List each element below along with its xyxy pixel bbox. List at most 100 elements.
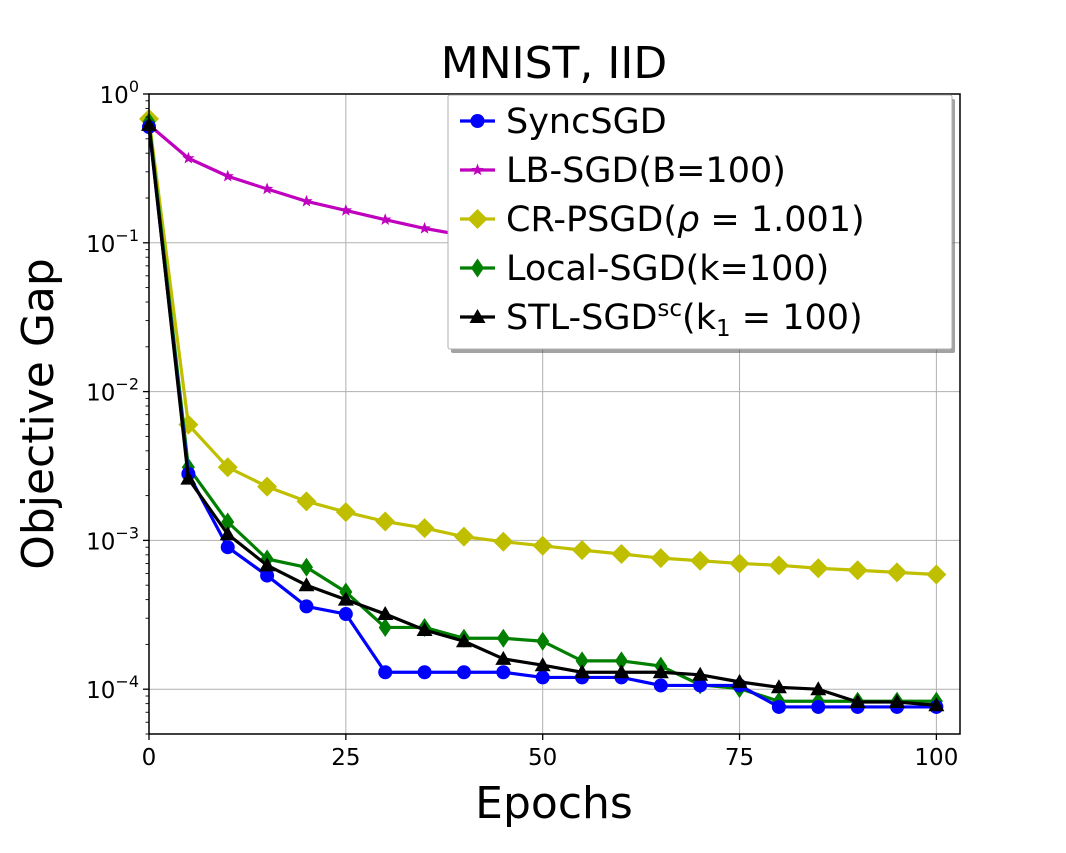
data-point xyxy=(219,526,236,541)
y-tick-label: 10−3 xyxy=(86,523,139,555)
data-point xyxy=(296,491,317,512)
legend-entry: Local-SGD(k=100) xyxy=(460,249,829,289)
data-point xyxy=(260,182,274,195)
data-point xyxy=(335,502,356,523)
data-point xyxy=(811,699,826,714)
data-point xyxy=(453,526,474,547)
data-point xyxy=(768,555,789,576)
data-point xyxy=(535,670,550,685)
data-point xyxy=(534,657,551,672)
data-point xyxy=(418,221,431,234)
data-point xyxy=(611,544,632,565)
legend-entry: CR-PSGD(ρ = 1.001) xyxy=(460,200,865,240)
data-point xyxy=(692,666,709,681)
data-point xyxy=(652,664,669,679)
data-point xyxy=(926,564,947,585)
data-point xyxy=(299,599,314,614)
data-point xyxy=(416,621,433,636)
data-point xyxy=(849,694,866,709)
y-axis: 100 10−1 10−2 10−3 10−4 xyxy=(86,77,149,735)
data-point xyxy=(379,213,392,225)
legend-entry: SyncSGD xyxy=(460,102,667,142)
chart-title: MNIST, IID xyxy=(441,38,667,89)
legend-box xyxy=(447,94,953,350)
data-point xyxy=(770,679,787,694)
data-point xyxy=(260,568,275,583)
data-point xyxy=(377,606,394,621)
legend-label: LB-SGD(B=100) xyxy=(506,151,786,191)
data-point xyxy=(300,194,313,207)
data-point xyxy=(257,476,278,497)
data-point xyxy=(887,562,908,583)
data-point xyxy=(339,203,353,216)
data-point xyxy=(259,557,276,572)
series-layer xyxy=(139,108,947,714)
legend-label: Local-SGD(k=100) xyxy=(506,249,829,289)
data-point xyxy=(575,651,589,671)
data-point xyxy=(693,678,708,693)
x-tick-label: 50 xyxy=(528,745,557,771)
x-tick-label: 100 xyxy=(914,745,958,771)
data-point xyxy=(182,151,195,164)
data-point xyxy=(496,628,510,648)
data-point xyxy=(180,470,197,485)
data-point xyxy=(614,651,628,671)
data-point xyxy=(496,665,511,680)
legend-marker xyxy=(470,114,485,128)
data-point xyxy=(417,665,432,680)
data-point xyxy=(928,697,945,712)
series-cr-psgd-1-001 xyxy=(139,108,947,585)
data-point xyxy=(378,617,392,637)
data-point xyxy=(378,665,393,680)
x-tick-label: 75 xyxy=(725,745,754,771)
data-point xyxy=(731,673,748,688)
data-point xyxy=(337,591,354,606)
legend-label: CR-PSGD(ρ = 1.001) xyxy=(506,200,865,240)
data-point xyxy=(771,699,786,714)
x-tick-label: 0 xyxy=(142,745,157,771)
legend-entry: LB-SGD(B=100) xyxy=(460,151,786,191)
y-tick-label: 10−4 xyxy=(86,672,139,704)
data-point xyxy=(455,633,472,648)
legend: SyncSGD LB-SGD(B=100) CR-PSGD(ρ = 1.001) Lo… xyxy=(447,94,955,353)
y-tick-label: 100 xyxy=(100,77,139,109)
x-axis: 0 25 50 75 100 xyxy=(142,734,958,771)
data-point xyxy=(808,558,829,579)
data-point xyxy=(493,531,514,552)
data-point xyxy=(299,557,313,577)
y-tick-label: 10−2 xyxy=(86,375,139,407)
data-point xyxy=(375,511,396,532)
data-point xyxy=(221,169,234,182)
data-point xyxy=(650,548,671,569)
data-point xyxy=(217,457,238,478)
data-point xyxy=(495,650,512,665)
plot-frame xyxy=(148,93,961,735)
legend-marker xyxy=(471,163,484,176)
data-point xyxy=(847,560,868,581)
x-tick-label: 25 xyxy=(331,745,360,771)
series-stl-sgd-sc-k1-100 xyxy=(141,116,945,712)
data-point xyxy=(613,664,630,679)
data-point xyxy=(653,678,668,693)
data-point xyxy=(729,553,750,574)
y-axis-label: Objective Gap xyxy=(13,258,64,570)
data-point xyxy=(574,664,591,679)
legend-label: SyncSGD xyxy=(506,102,667,142)
data-point xyxy=(221,512,235,532)
data-point xyxy=(414,518,435,539)
data-point xyxy=(338,607,353,622)
x-axis-label: Epochs xyxy=(475,778,633,829)
legend-marker xyxy=(469,309,486,323)
data-point xyxy=(810,681,827,696)
legend-entry: STL-SGDsc(k1 = 100) xyxy=(460,296,863,342)
data-point xyxy=(220,540,235,555)
legend-label: STL-SGDsc(k1 = 100) xyxy=(506,296,863,342)
data-point xyxy=(298,577,315,592)
data-point xyxy=(572,540,593,561)
data-point xyxy=(690,550,711,571)
legend-marker xyxy=(467,209,488,229)
data-point xyxy=(532,535,553,556)
data-point xyxy=(889,694,906,709)
data-point xyxy=(536,631,550,651)
